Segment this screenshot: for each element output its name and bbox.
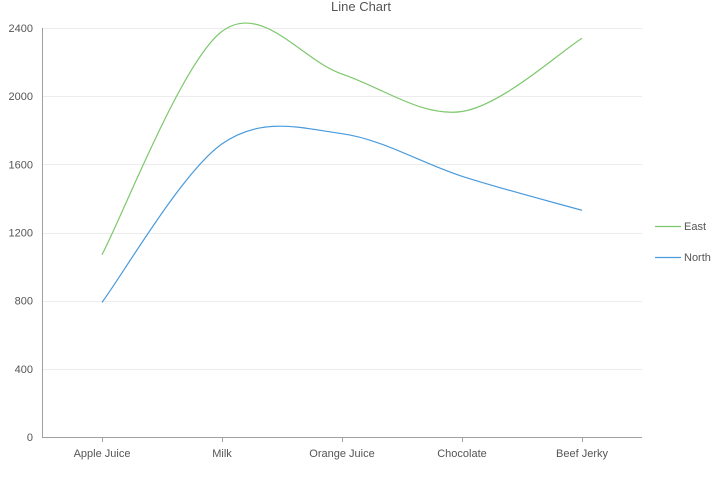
chart-title: Line Chart bbox=[331, 0, 391, 14]
y-tick-label: 800 bbox=[15, 296, 33, 308]
x-tick-label: Orange Juice bbox=[309, 448, 374, 460]
x-tick-label: Beef Jerky bbox=[556, 448, 608, 460]
y-tick-label: 1600 bbox=[9, 159, 33, 171]
grid-lines bbox=[42, 28, 642, 370]
series-line-east bbox=[101, 22, 583, 255]
legend-label-east: East bbox=[684, 221, 706, 233]
x-tick-label: Milk bbox=[212, 448, 232, 460]
series-line-north bbox=[101, 125, 583, 303]
legend-label-north: North bbox=[684, 252, 711, 264]
series-lines bbox=[101, 22, 583, 303]
y-tick-label: 2400 bbox=[9, 23, 33, 35]
x-tick-label: Apple Juice bbox=[74, 448, 131, 460]
y-tick-label: 1200 bbox=[9, 228, 33, 240]
legend: East North bbox=[655, 221, 711, 264]
x-tick-label: Chocolate bbox=[437, 448, 487, 460]
y-tick-label: 2000 bbox=[9, 91, 33, 103]
y-tick-label: 0 bbox=[27, 432, 33, 444]
axes: 0 400 800 1200 1600 2000 2400 Apple Juice Milk Or… bbox=[9, 23, 642, 460]
y-tick-label: 400 bbox=[15, 364, 33, 376]
